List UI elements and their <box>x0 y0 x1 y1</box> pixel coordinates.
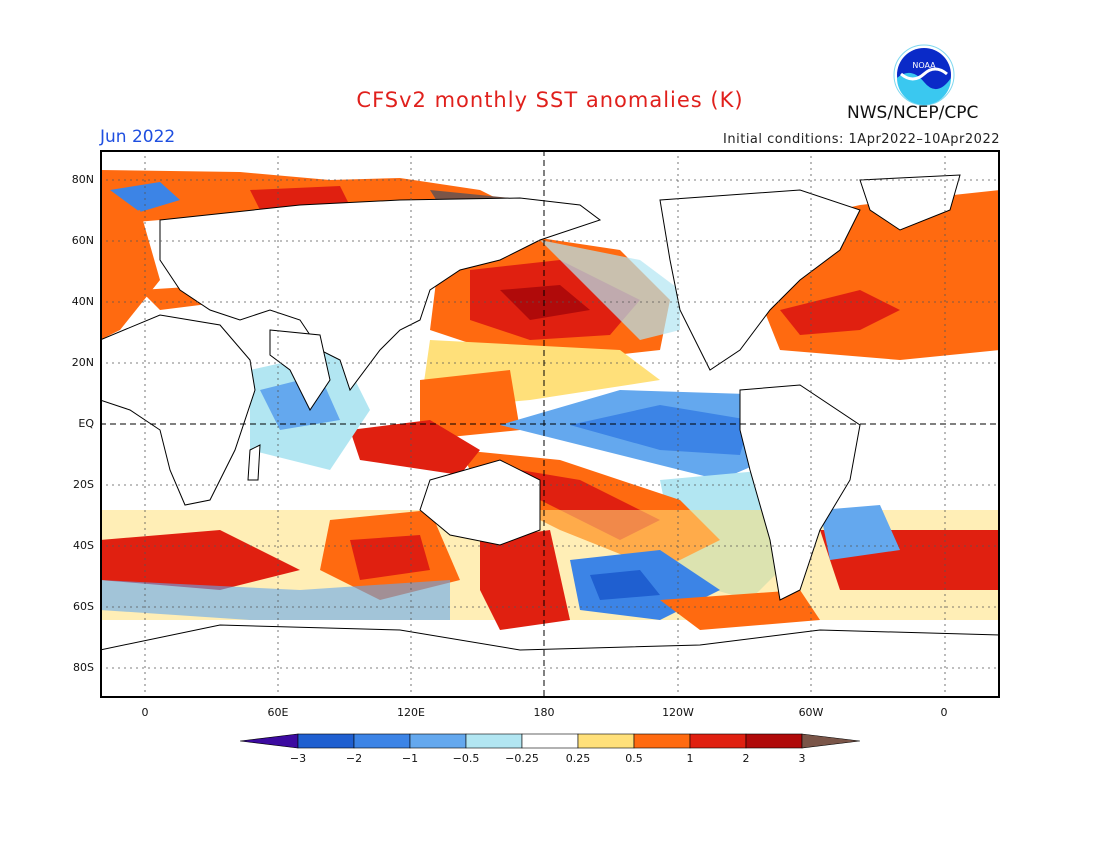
indonesia-hot <box>350 420 480 475</box>
colorbar-arrow-high <box>801 733 860 749</box>
colorbar-swatch <box>297 733 355 749</box>
colorbar <box>240 733 860 749</box>
lat-label: 60S <box>73 600 94 613</box>
north-pacific-core <box>500 285 590 320</box>
colorbar-swatch <box>409 733 467 749</box>
arctic-cold-patch <box>110 182 180 212</box>
logo-text: NOAA <box>912 61 936 70</box>
continents <box>100 174 1000 698</box>
lat-label: 20N <box>71 356 94 369</box>
colorbar-label: −2 <box>345 752 363 765</box>
southern-cold-band <box>100 580 450 620</box>
chart-title: CFSv2 monthly SST anomalies (K) <box>356 88 744 112</box>
lon-label: 120W <box>662 706 694 719</box>
south-pacific-coldcore <box>590 570 660 600</box>
lat-label: 60N <box>71 234 94 247</box>
lat-label: 40N <box>71 295 94 308</box>
europe-warm <box>100 210 160 340</box>
initial-conditions: Initial conditions: 1Apr2022–10Apr2022 <box>723 132 1000 147</box>
colorbar-swatch <box>689 733 747 749</box>
enso-core <box>570 405 750 455</box>
colorbar-label: 0.25 <box>565 752 591 765</box>
colorbar-label: 1 <box>686 752 694 765</box>
lat-label: 80N <box>71 173 94 186</box>
colorbar-swatch <box>521 733 579 749</box>
colorbar-arrow-low <box>240 733 299 749</box>
colorbar-label: −3 <box>289 752 307 765</box>
colorbar-label: −1 <box>401 752 419 765</box>
land-madagascar <box>247 444 261 481</box>
land-arabia-india <box>269 329 331 411</box>
tasman-hot <box>480 530 570 630</box>
colorbar-label: 0.5 <box>625 752 643 765</box>
graticule <box>100 150 1000 698</box>
lat-label: 80S <box>73 661 94 674</box>
colorbar-swatch <box>745 733 803 749</box>
lon-label: 180 <box>533 706 555 719</box>
land-antarctica <box>100 624 1000 698</box>
west-pacific-warm <box>420 370 520 440</box>
map-frame <box>100 150 1000 698</box>
colorbar-label: −0.5 <box>452 752 480 765</box>
lat-label: 40S <box>73 539 94 552</box>
forecast-month: Jun 2022 <box>100 127 176 147</box>
sst-anomaly-map <box>100 150 1000 698</box>
land-africa <box>100 314 256 506</box>
lon-label: 60W <box>798 706 824 719</box>
agency-label: NWS/NCEP/CPC <box>847 103 979 123</box>
colorbar-label: 2 <box>742 752 750 765</box>
south-atlantic-hot <box>100 530 300 590</box>
lon-label: 60E <box>267 706 289 719</box>
north-atlantic-hot <box>780 290 900 335</box>
lon-label: 0 <box>141 706 149 719</box>
land-eurasia <box>159 197 602 392</box>
colorbar-swatch <box>577 733 635 749</box>
land-australia <box>419 459 541 546</box>
lon-label: 120E <box>397 706 425 719</box>
land-south-america <box>739 384 861 601</box>
equator-dateline <box>100 150 1000 698</box>
colorbar-swatch <box>633 733 691 749</box>
colorbar-label: 3 <box>798 752 806 765</box>
colorbar-label: −0.25 <box>505 752 539 765</box>
colorbar-swatch <box>465 733 523 749</box>
lat-label: 20S <box>73 478 94 491</box>
lon-label: 0 <box>940 706 948 719</box>
noaa-logo: NOAA <box>893 44 955 106</box>
land-greenland <box>859 174 961 231</box>
lat-label: EQ <box>78 417 94 430</box>
east-pacific-light <box>540 240 680 340</box>
colorbar-swatch <box>353 733 411 749</box>
